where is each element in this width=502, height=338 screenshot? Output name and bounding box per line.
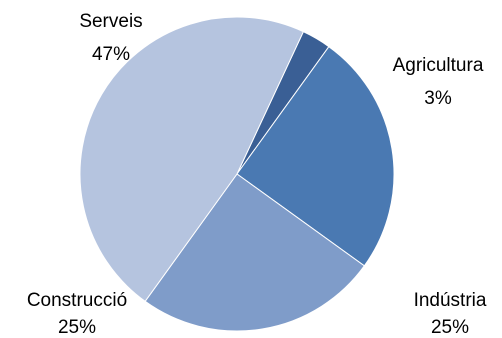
category-label: Serveis — [79, 11, 142, 32]
pie-slice-industria — [236, 45, 395, 267]
percentage-label: 3% — [424, 88, 452, 109]
pie-labels: Agricultura 3% Indústria 25% Construcció 25% S… — [27, 11, 487, 338]
category-label: Indústria — [414, 290, 487, 311]
percentage-label: 25% — [431, 317, 469, 338]
pie-slice-serveis — [79, 16, 305, 303]
percentage-label: 47% — [92, 44, 130, 65]
pie-slices — [79, 16, 395, 332]
percentage-label: 25% — [58, 317, 96, 338]
category-label: Agricultura — [393, 55, 484, 76]
pie-slice-construccio — [144, 173, 366, 332]
category-label: Construcció — [27, 290, 127, 311]
